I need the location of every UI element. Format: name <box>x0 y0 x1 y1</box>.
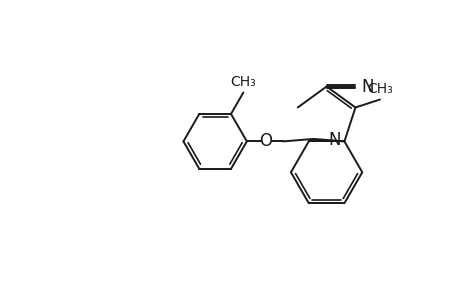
Text: CH₃: CH₃ <box>230 74 256 88</box>
Text: O: O <box>258 132 271 150</box>
Text: N: N <box>360 77 373 95</box>
Text: CH₃: CH₃ <box>367 82 392 96</box>
Text: N: N <box>327 131 340 149</box>
